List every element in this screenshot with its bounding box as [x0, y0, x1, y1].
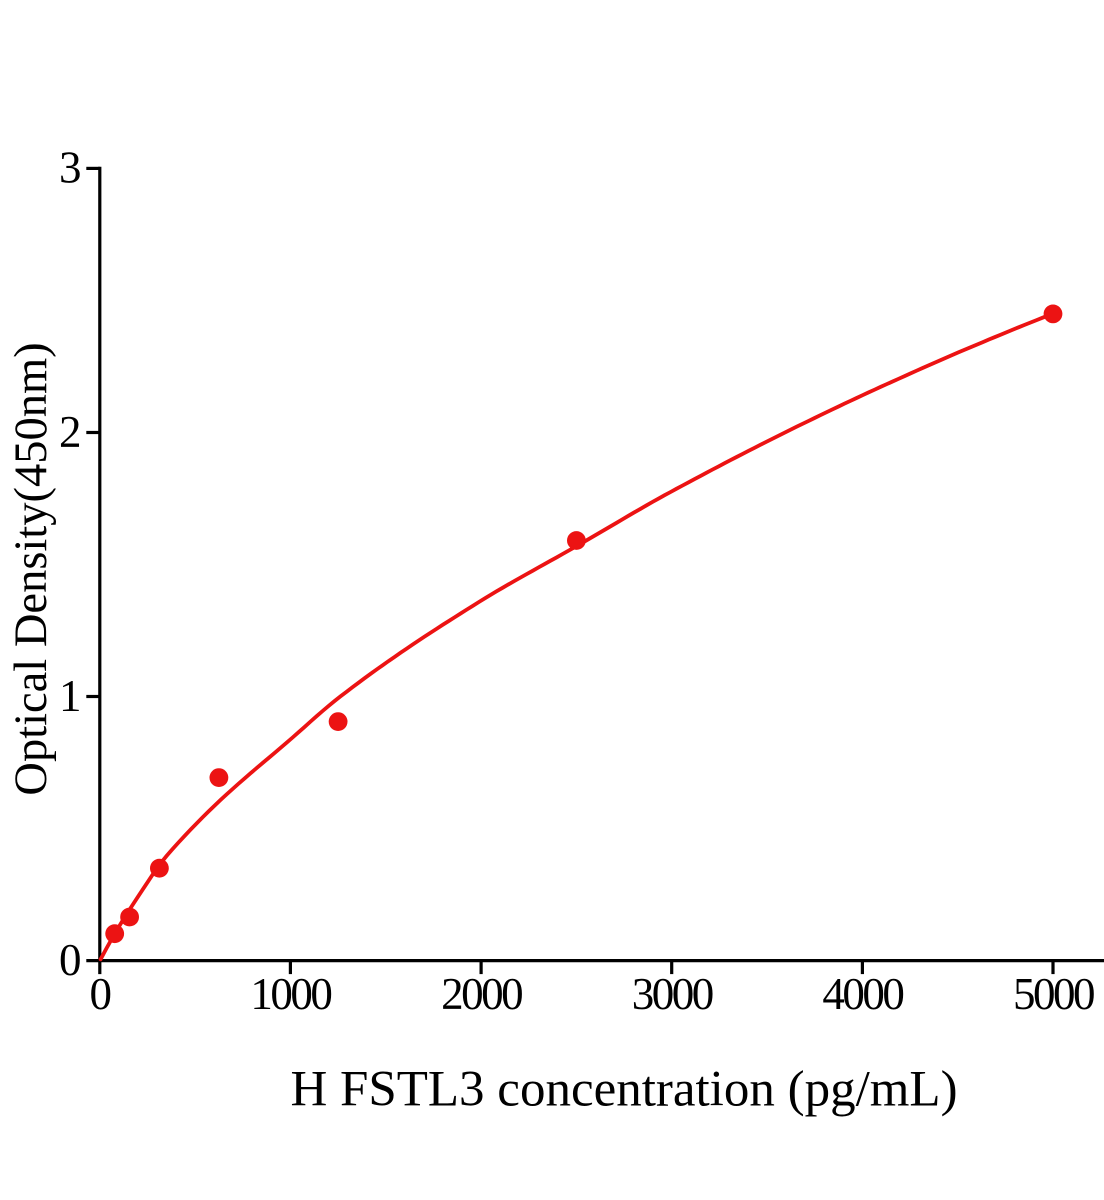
svg-text:2: 2 [59, 407, 82, 457]
svg-text:3000: 3000 [632, 969, 713, 1019]
svg-text:3: 3 [59, 143, 82, 193]
svg-text:0: 0 [90, 969, 113, 1019]
svg-text:4000: 4000 [822, 969, 903, 1019]
svg-text:0: 0 [59, 935, 82, 985]
svg-text:Optical Density(450nm): Optical Density(450nm) [6, 342, 57, 795]
svg-text:5000: 5000 [1013, 969, 1094, 1019]
svg-text:1: 1 [59, 671, 82, 721]
svg-text:H FSTL3 concentration (pg/mL): H FSTL3 concentration (pg/mL) [290, 1062, 957, 1118]
svg-text:2000: 2000 [441, 969, 522, 1019]
svg-text:1000: 1000 [250, 969, 331, 1019]
